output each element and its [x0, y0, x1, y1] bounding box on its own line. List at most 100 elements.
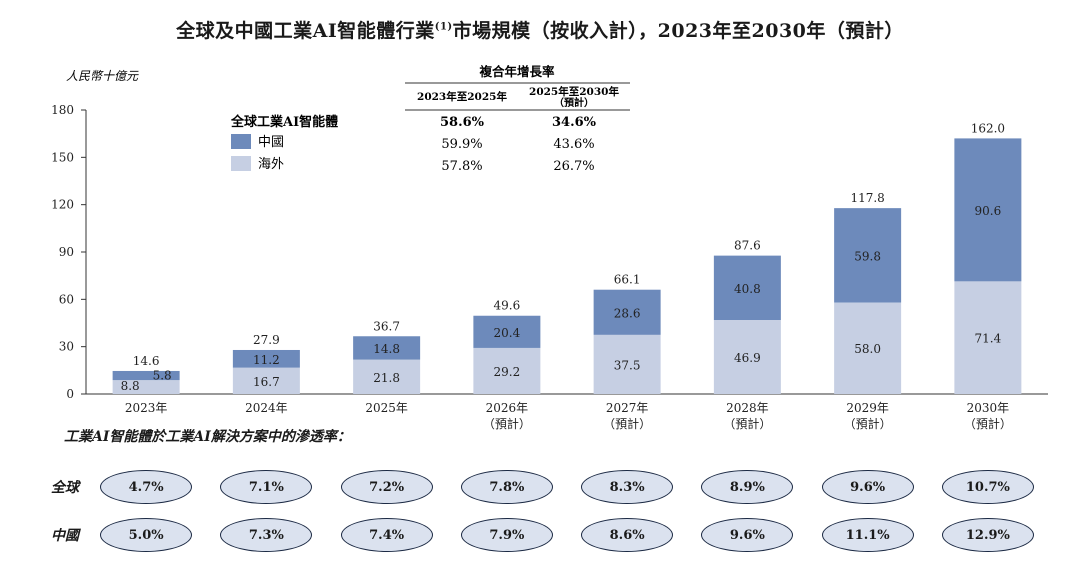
- china-label: 40.8: [734, 282, 761, 296]
- bar-overseas: [593, 334, 661, 394]
- overseas-label: 46.9: [734, 351, 761, 365]
- total-label: 117.8: [850, 191, 884, 205]
- y-unit-label: 人民幣十億元: [66, 69, 139, 83]
- bar-overseas: [232, 367, 300, 394]
- penetration-oval: 7.1%: [220, 470, 313, 504]
- x-tick-sublabel: （預計）: [483, 416, 531, 431]
- chart-title: 全球及中國工業AI智能體行業(1)市場規模（按收入計），2023年至2030年（…: [0, 16, 1080, 43]
- penetration-row-label: 全球: [51, 480, 79, 496]
- cagr-col-1: 2023年至2025年: [417, 90, 507, 103]
- penetration-oval: 9.6%: [701, 518, 794, 552]
- y-tick-label: 60: [59, 292, 74, 306]
- stacked-bar-chart: 人民幣十億元 0 30 60 90 120 150 180 14.6 8.8 5.8 2023年 27.…: [51, 64, 1048, 431]
- cagr-col-2: 2025年至2030年: [529, 85, 619, 98]
- penetration-oval: 8.9%: [701, 470, 794, 504]
- x-tick-label: 2024年: [245, 401, 288, 415]
- penetration-oval: 7.2%: [340, 470, 433, 504]
- cagr-value: 43.6%: [553, 137, 594, 152]
- y-tick-label: 90: [59, 245, 74, 259]
- bar-china: [112, 370, 180, 381]
- x-tick-label: 2028年: [726, 401, 769, 415]
- china-label: 14.8: [373, 342, 400, 356]
- title-footnote: (1): [434, 21, 453, 33]
- bar-overseas: [473, 347, 541, 394]
- penetration-oval: 9.6%: [821, 470, 914, 504]
- penetration-row-label: 中國: [51, 528, 79, 544]
- penetration-oval: 4.7%: [100, 470, 193, 504]
- bar-china: [954, 138, 1022, 282]
- china-label: 11.2: [253, 353, 280, 367]
- total-label: 49.6: [494, 299, 521, 313]
- bar-overseas: [954, 281, 1022, 394]
- x-tick-sublabel: （預計）: [964, 416, 1012, 431]
- penetration-oval: 8.6%: [581, 518, 674, 552]
- total-label: 87.6: [734, 239, 761, 253]
- bar-china: [593, 289, 661, 335]
- china-label: 5.8: [153, 369, 172, 383]
- total-label: 162.0: [971, 121, 1005, 135]
- cagr-value: 34.6%: [552, 115, 597, 130]
- overseas-label: 37.5: [614, 358, 641, 372]
- legend-label: 中國: [258, 135, 284, 150]
- china-label: 28.6: [614, 306, 641, 320]
- cagr-header: 複合年增長率: [478, 64, 555, 79]
- total-label: 66.1: [614, 273, 641, 287]
- legend-swatch: [231, 134, 251, 149]
- cagr-value: 58.6%: [440, 115, 485, 130]
- china-label: 59.8: [854, 249, 881, 263]
- y-tick-label: 150: [51, 150, 74, 164]
- cagr-value: 57.8%: [441, 159, 482, 174]
- title-rest: 市場規模（按收入計），2023年至2030年（預計）: [452, 20, 904, 42]
- cagr-value: 59.9%: [441, 137, 482, 152]
- penetration-oval: 11.1%: [821, 518, 914, 552]
- overseas-label: 21.8: [373, 371, 400, 385]
- x-tick-sublabel: （預計）: [603, 416, 651, 431]
- penetration-oval: 7.8%: [460, 470, 553, 504]
- bar-china: [713, 255, 781, 321]
- y-tick-label: 30: [59, 340, 74, 354]
- x-tick-label: 2026年: [486, 401, 529, 415]
- bar-china: [353, 336, 421, 360]
- x-tick-label: 2030年: [967, 401, 1010, 415]
- bar-china: [232, 349, 300, 368]
- x-tick-sublabel: （預計）: [844, 416, 892, 431]
- legend-title: 全球工業AI智能體: [230, 114, 338, 130]
- penetration-oval: 12.9%: [941, 518, 1034, 552]
- legend-swatch: [231, 156, 251, 171]
- overseas-label: 71.4: [975, 332, 1002, 346]
- penetration-oval: 7.9%: [460, 518, 553, 552]
- china-label: 20.4: [494, 326, 521, 340]
- total-label: 36.7: [373, 319, 400, 333]
- overseas-label: 16.7: [253, 375, 280, 389]
- penetration-oval: 7.3%: [220, 518, 313, 552]
- bar-overseas: [713, 320, 781, 394]
- x-tick-sublabel: （預計）: [723, 416, 771, 431]
- x-tick-label: 2027年: [606, 401, 649, 415]
- total-label: 27.9: [253, 333, 280, 347]
- china-label: 90.6: [975, 204, 1002, 218]
- bar-overseas: [112, 380, 180, 394]
- title-main: 全球及中國工業AI智能體行業: [176, 20, 435, 42]
- cagr-value: 26.7%: [553, 159, 594, 174]
- penetration-title: 工業AI智能體於工業AI解決方案中的滲透率：: [64, 429, 351, 445]
- bar-overseas: [834, 302, 902, 394]
- overseas-label: 58.0: [854, 342, 881, 356]
- total-label: 14.6: [133, 354, 160, 368]
- overseas-label: 29.2: [494, 365, 521, 379]
- y-tick-label: 120: [51, 198, 74, 212]
- penetration-oval: 7.4%: [340, 518, 433, 552]
- penetration-oval: 5.0%: [100, 518, 193, 552]
- x-tick-label: 2029年: [846, 401, 889, 415]
- x-tick-label: 2023年: [125, 401, 168, 415]
- y-tick-label: 180: [51, 103, 74, 117]
- bar-china: [473, 315, 541, 348]
- bar-overseas: [353, 359, 421, 394]
- x-tick-label: 2025年: [365, 401, 408, 415]
- bar-china: [834, 208, 902, 303]
- y-tick-label: 0: [66, 387, 74, 401]
- legend-label: 海外: [258, 157, 284, 172]
- cagr-col-2-sub: （預計）: [554, 96, 594, 109]
- overseas-label: 8.8: [121, 379, 140, 393]
- penetration-oval: 10.7%: [941, 470, 1034, 504]
- penetration-oval: 8.3%: [581, 470, 674, 504]
